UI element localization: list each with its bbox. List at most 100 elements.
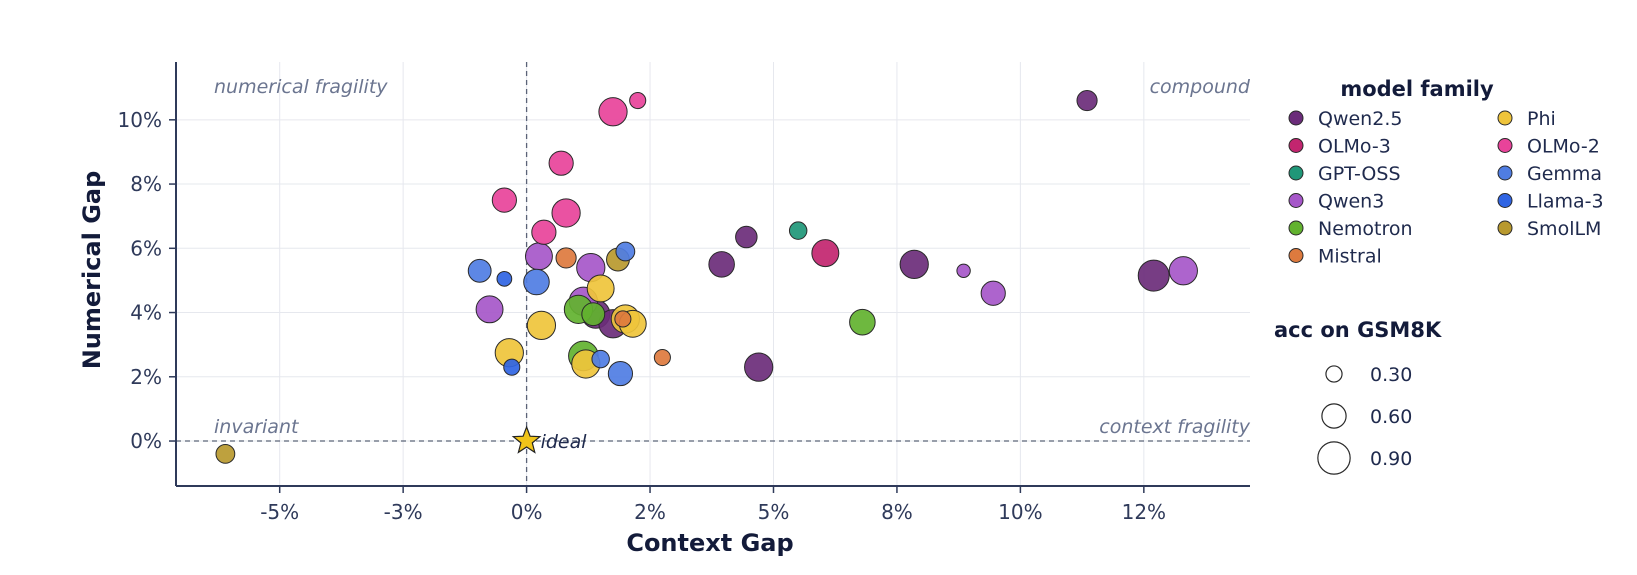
legend-swatch — [1288, 193, 1304, 208]
point-smollm — [215, 443, 236, 464]
point-qwen3 — [956, 263, 971, 278]
legend-swatch — [1288, 220, 1304, 236]
x-tick-label: -5% — [260, 500, 299, 524]
point-llama-3 — [503, 358, 521, 376]
x-tick-label: 0% — [511, 500, 543, 524]
x-tick-label: 8% — [881, 500, 913, 524]
point-mistral — [555, 247, 577, 269]
legend-swatch — [1497, 138, 1513, 153]
ideal-star-icon — [511, 425, 542, 454]
point-olmo-2 — [551, 198, 581, 228]
y-tick-label: 4% — [130, 301, 162, 325]
y-tick-label: 10% — [118, 108, 162, 132]
legend-label: Qwen2.5 — [1318, 108, 1402, 130]
legend-label: Qwen3 — [1318, 191, 1384, 213]
point-qwen2-5 — [1137, 259, 1170, 292]
x-tick-label: 5% — [758, 500, 790, 524]
legend-size-item: 0.30 — [1325, 364, 1412, 386]
legend-label: Nemotron — [1318, 218, 1413, 240]
legend-swatch — [1288, 138, 1304, 153]
legend-size-label: 0.60 — [1370, 406, 1412, 428]
legend-item-qwen3: Qwen3 — [1288, 191, 1384, 213]
y-axis-ticks: 0% 2% 4% 6% 8% 10% — [118, 108, 176, 453]
legend-size-circle — [1325, 365, 1343, 383]
quadrant-label-numerical-fragility: numerical fragility — [214, 76, 388, 98]
legend-size-label: 0.90 — [1370, 448, 1412, 470]
x-axis-ticks: -5% -3% 0% 2% 5% 8% 10% 12% — [260, 486, 1166, 524]
legend-size-circle — [1317, 441, 1351, 475]
legend-item-llama-3: Llama-3 — [1497, 191, 1604, 213]
point-nemotron — [849, 308, 876, 336]
legend-label: Phi — [1527, 108, 1556, 130]
y-axis-title: Numerical Gap — [78, 171, 106, 370]
legend-item-mistral: Mistral — [1288, 246, 1382, 268]
legend-item-smollm: SmolLM — [1497, 218, 1601, 240]
point-mistral — [653, 348, 671, 367]
point-gemma — [591, 349, 610, 369]
legend-label: GPT-OSS — [1318, 163, 1401, 185]
legend-swatch — [1288, 110, 1304, 126]
ideal-label: ideal — [541, 431, 588, 453]
legend-swatch — [1288, 165, 1304, 181]
legend-swatch — [1497, 220, 1513, 236]
y-tick-label: 0% — [130, 429, 162, 453]
x-tick-label: 10% — [998, 500, 1042, 524]
point-phi — [526, 310, 557, 341]
legend-label: Gemma — [1527, 163, 1602, 185]
legend-family-title: model family — [1340, 77, 1494, 101]
point-qwen2-5 — [1076, 89, 1098, 112]
point-qwen2-5 — [744, 352, 774, 382]
legend-item-gpt-oss: GPT-OSS — [1288, 163, 1401, 185]
quadrant-label-compound: compound — [1150, 76, 1251, 98]
point-phi — [586, 274, 615, 303]
legend-size-title: acc on GSM8K — [1274, 318, 1442, 342]
y-tick-label: 2% — [130, 365, 162, 389]
point-qwen2-5 — [708, 251, 735, 278]
legend-label: Mistral — [1318, 246, 1382, 268]
grid-lines — [176, 62, 1250, 486]
x-axis-title: Context Gap — [626, 529, 793, 557]
legend-item-olmo-2: OLMo-2 — [1497, 136, 1600, 158]
data-points — [215, 89, 1198, 464]
legend-swatch — [1497, 193, 1513, 208]
legend-item-olmo-3: OLMo-3 — [1288, 136, 1391, 158]
legend-item-phi: Phi — [1497, 108, 1556, 130]
point-olmo-2 — [629, 91, 647, 110]
point-qwen2-5 — [899, 249, 929, 279]
ideal-marker: ideal — [511, 425, 588, 454]
y-tick-label: 8% — [130, 172, 162, 196]
point-llama-3 — [496, 270, 513, 287]
point-gemma — [523, 268, 550, 296]
point-qwen3 — [980, 280, 1006, 306]
point-gemma — [607, 360, 634, 387]
legend-accuracy-size: acc on GSM8K 0.30 0.60 0.90 — [1274, 318, 1442, 475]
legend-size-item: 0.90 — [1317, 441, 1412, 475]
legend-label: Llama-3 — [1527, 191, 1604, 213]
legend-size-circle — [1321, 403, 1347, 429]
legend-item-nemotron: Nemotron — [1288, 218, 1413, 240]
point-olmo-2 — [598, 97, 628, 127]
point-olmo-2 — [531, 219, 557, 245]
point-nemotron — [581, 302, 606, 327]
point-qwen3 — [475, 295, 504, 324]
point-qwen2-5 — [735, 225, 758, 249]
point-olmo-2 — [548, 150, 574, 176]
point-olmo-2 — [491, 187, 517, 213]
x-tick-label: -3% — [384, 500, 423, 524]
legend-item-gemma: Gemma — [1497, 163, 1602, 185]
point-mistral — [614, 310, 632, 328]
legend-swatch — [1497, 165, 1513, 181]
legend-swatch — [1288, 248, 1304, 263]
quadrant-label-context-fragility: context fragility — [1099, 416, 1250, 438]
x-tick-label: 2% — [634, 500, 666, 524]
legend-label: SmolLM — [1527, 218, 1601, 240]
legend-model-family: model family Qwen2.5 OLMo-3 GPT-OSS Qwen3 Ne… — [1288, 77, 1604, 268]
point-qwen3 — [524, 242, 553, 271]
point-gemma — [467, 258, 492, 283]
point-qwen3 — [1168, 256, 1198, 286]
x-tick-label: 12% — [1122, 500, 1166, 524]
point-olmo-3 — [811, 239, 840, 268]
y-tick-label: 6% — [130, 236, 162, 260]
quadrant-label-invariant: invariant — [214, 416, 300, 438]
